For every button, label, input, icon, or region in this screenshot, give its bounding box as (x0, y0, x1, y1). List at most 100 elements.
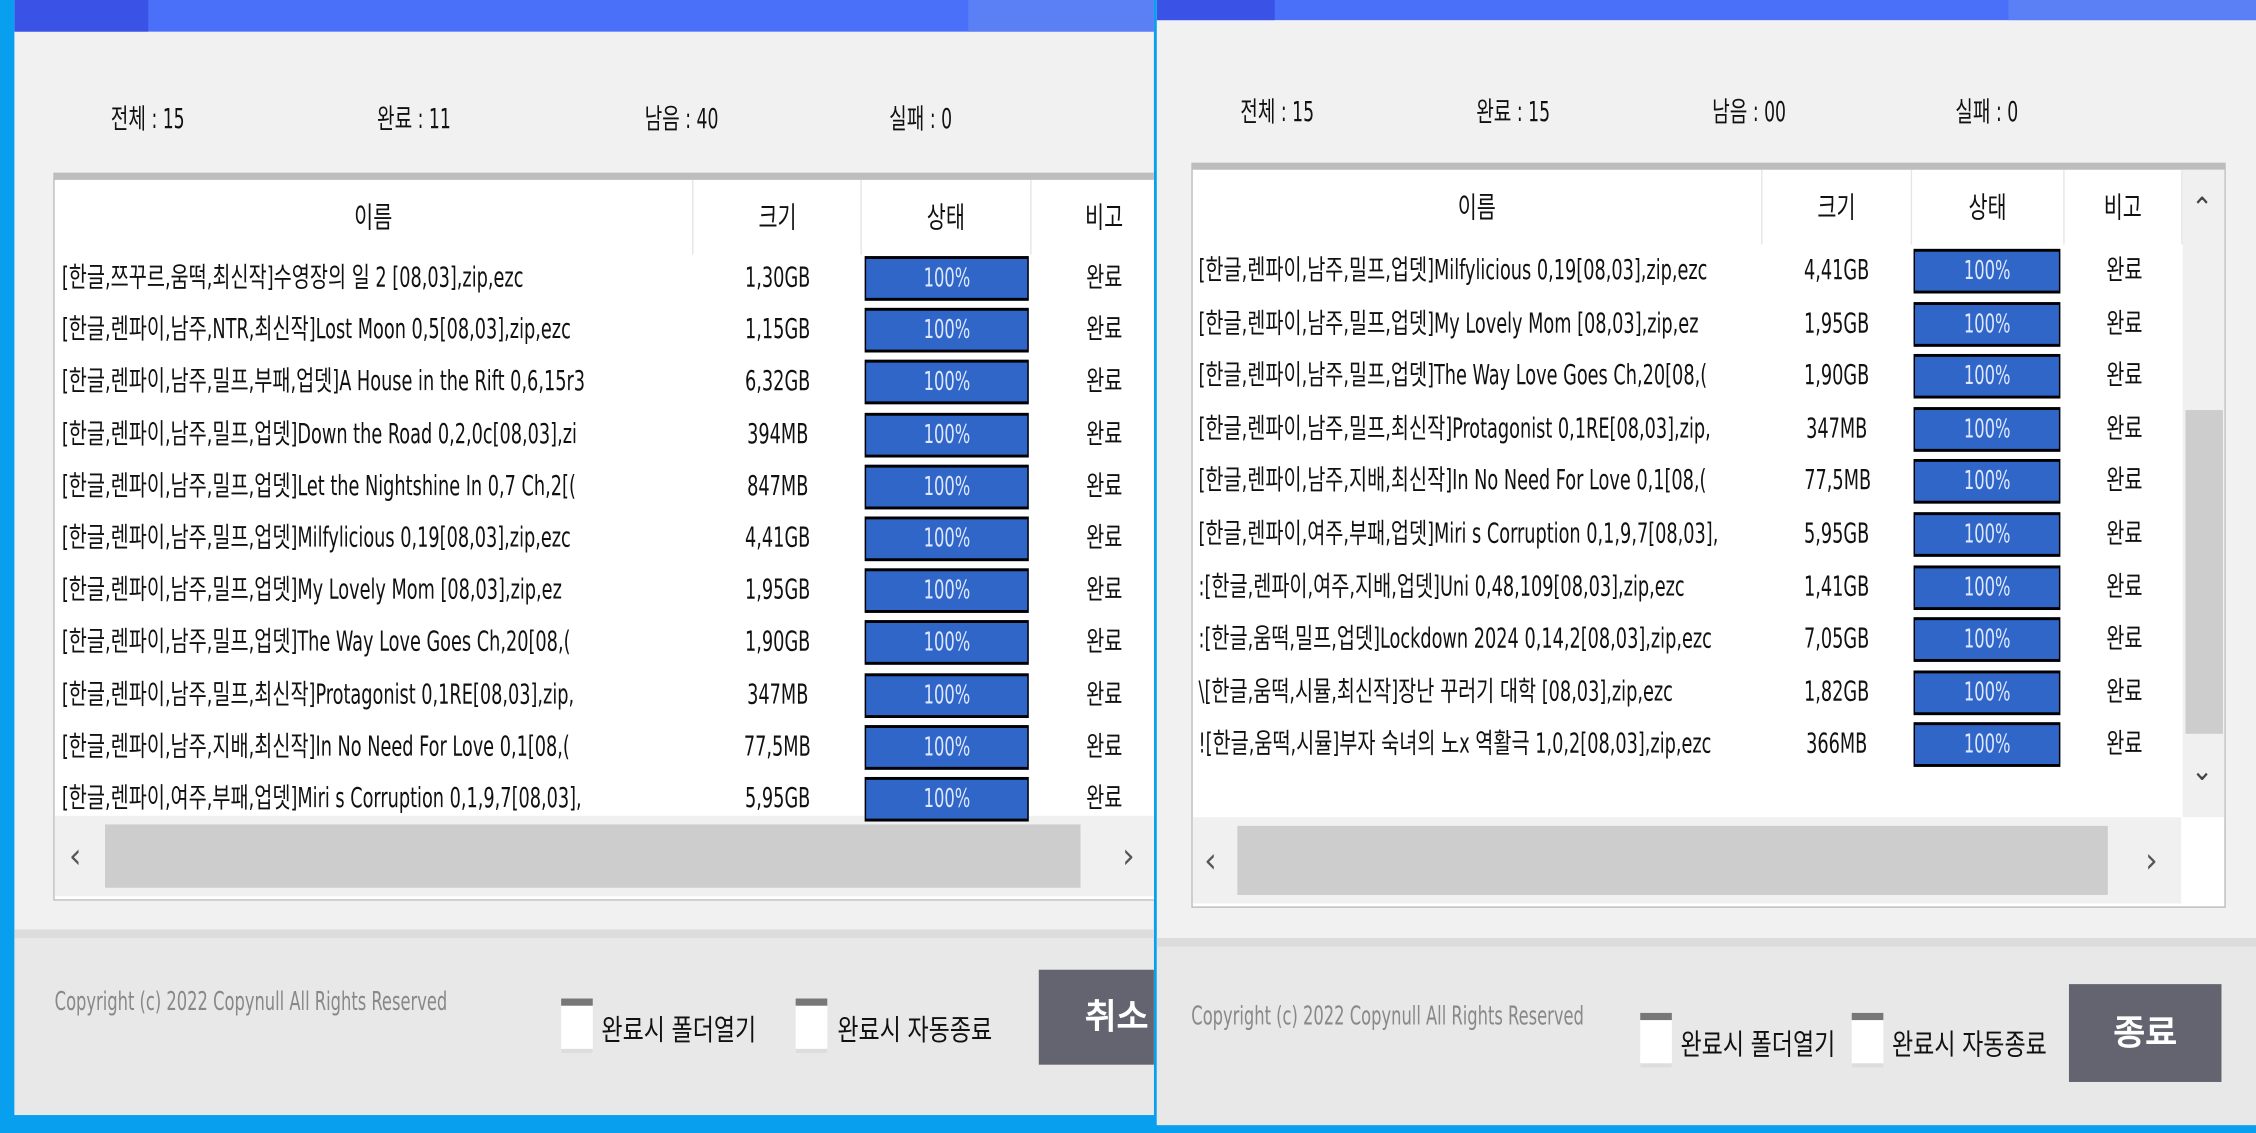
progress-bar: 100% (864, 360, 1029, 405)
file-size: 1,90GB (745, 626, 811, 659)
column-header-status[interactable]: 상태 (1912, 169, 2065, 245)
download-window-right: 전체 : 15 완료 : 15 남음 : 00 실패 : 0 이름 크기 상태 … (1156, 0, 2256, 1126)
table-row[interactable]: [한글,렌파이,남주,밀프,업뎃]Milfylicious 0,19[08,03… (1193, 248, 2225, 301)
table-row[interactable]: [한글,렌파이,남주,밀프,업뎃]Milfylicious 0,19[08,03… (55, 516, 1154, 569)
scroll-up-icon[interactable]: ⌃ (2191, 189, 2213, 225)
open-folder-label[interactable]: 완료시 폴더열기 (601, 1012, 757, 1048)
table-row[interactable]: [한글,렌파이,남주,밀프,업뎃]The Way Love Goes Ch,20… (55, 620, 1154, 673)
progress-bar: 100% (864, 464, 1029, 510)
stat-remaining: 남음 : 40 (644, 103, 719, 136)
scroll-left-icon[interactable]: ‹ (1204, 840, 1217, 881)
table-row[interactable]: [한글,렌파이,남주,지배,최신작]In No Need For Love 0,… (1193, 459, 2225, 512)
file-size: 847MB (747, 470, 809, 502)
table-row[interactable]: [한글,렌파이,남주,밀프,업뎃]Let the Nightshine In 0… (55, 464, 1154, 516)
horizontal-scrollbar[interactable]: ‹ › (1192, 817, 2182, 904)
copyright-text: Copyright (c) 2022 Copynull All Rights R… (54, 987, 448, 1018)
stat-failed: 실패 : 0 (889, 103, 953, 136)
scroll-right-icon[interactable]: › (2145, 840, 2158, 881)
file-size: 1,95GB (1804, 307, 1870, 339)
scrollbar-thumb[interactable] (1237, 825, 2108, 895)
column-header-note[interactable]: 비고 (1032, 180, 1154, 255)
file-size: 1,15GB (745, 313, 811, 346)
column-header-size[interactable]: 크기 (693, 179, 862, 255)
status-note: 완료 (1086, 730, 1123, 763)
table-row[interactable]: [한글,렌파이,남주,밀프,최신작]Protagonist 0,1RE[08,0… (1193, 406, 2225, 459)
table-row[interactable]: :[한글,움떡,밀프,업뎃]Lockdown 2024 0,14,2[08,03… (1193, 617, 2225, 670)
table-row[interactable]: [한글,렌파이,남주,NTR,최신작]Lost Moon 0,5[08,03],… (55, 308, 1154, 360)
file-name: [한글,렌파이,여주,부패,업뎃]Miri s Corruption 0,1,9… (1198, 517, 1719, 550)
file-size: 1,95GB (745, 574, 811, 606)
file-size: 5,95GB (745, 782, 811, 815)
auto-exit-label[interactable]: 완료시 자동종료 (1891, 1027, 2047, 1062)
progress-bar: 100% (864, 412, 1029, 457)
file-name: [한글,렌파이,남주,밀프,업뎃]The Way Love Goes Ch,20… (61, 626, 571, 659)
file-name: [한글,렌파이,남주,밀프,업뎃]The Way Love Goes Ch,20… (1198, 359, 1708, 392)
table-row[interactable]: [한글,렌파이,남주,밀프,최신작]Protagonist 0,1RE[08,0… (55, 672, 1154, 725)
file-name: [한글,렌파이,남주,밀프,업뎃]Down the Road 0,2,0c[08… (61, 418, 577, 450)
scroll-right-icon[interactable]: › (1122, 835, 1135, 877)
status-note: 완료 (2105, 465, 2142, 497)
table-row[interactable]: [한글,렌파이,남주,지배,최신작]In No Need For Love 0,… (55, 724, 1154, 777)
title-bar[interactable] (14, 0, 1154, 32)
progress-bar: 100% (1913, 354, 2061, 399)
stat-failed: 실패 : 0 (1955, 96, 2019, 129)
table-row[interactable]: [한글,렌파이,남주,밀프,업뎃]My Lovely Mom [08,03],z… (1193, 301, 2225, 354)
file-name: [한글,렌파이,남주,밀프,업뎃]Milfylicious 0,19[08,03… (61, 522, 571, 554)
progress-bar: 100% (1913, 564, 2061, 610)
stat-done: 완료 : 11 (376, 103, 451, 136)
progress-bar: 100% (1913, 512, 2061, 557)
status-note: 완료 (2105, 307, 2142, 339)
title-bar[interactable] (1156, 0, 2256, 21)
column-header-name[interactable]: 이름 (55, 179, 694, 255)
auto-exit-checkbox[interactable] (795, 998, 828, 1054)
file-size: 1,41GB (1804, 570, 1870, 603)
file-name: [한글,렌파이,남주,NTR,최신작]Lost Moon 0,5[08,03],… (61, 313, 571, 346)
cancel-button[interactable]: 취소 (1038, 969, 1154, 1065)
open-folder-label[interactable]: 완료시 폴더열기 (1680, 1027, 1836, 1062)
column-header-status[interactable]: 상태 (862, 179, 1032, 255)
scroll-down-icon[interactable]: ⌄ (2191, 752, 2213, 788)
file-table: 이름 크기 상태 비고 ‹ › [한글,쯔꾸르,움떡,최신작]수영장의 일 2 … (53, 172, 1154, 901)
table-row[interactable]: [한글,렌파이,남주,밀프,업뎃]My Lovely Mom [08,03],z… (55, 568, 1154, 621)
open-folder-checkbox[interactable] (1640, 1012, 1672, 1068)
progress-bar: 100% (864, 256, 1029, 301)
file-size: 6,32GB (745, 366, 811, 398)
auto-exit-checkbox[interactable] (1851, 1012, 1884, 1068)
scroll-left-icon[interactable]: ‹ (69, 835, 82, 877)
progress-bar: 100% (1913, 722, 2061, 768)
file-size: 77,5MB (1803, 465, 1871, 497)
stat-done: 완료 : 15 (1476, 96, 1551, 129)
table-row[interactable]: \[한글,움떡,시뮬,최신작]장난 꾸러기 대학 [08,03],zip,ezc… (1193, 670, 2225, 722)
column-header-name[interactable]: 이름 (1193, 169, 1763, 245)
horizontal-scrollbar[interactable]: ‹ › (54, 815, 1154, 897)
scrollbar-thumb[interactable] (105, 824, 1081, 888)
scrollbar-thumb[interactable] (2185, 410, 2223, 734)
status-note: 완료 (1086, 261, 1123, 294)
footer: Copyright (c) 2022 Copynull All Rights R… (1156, 938, 2256, 1126)
column-header-note[interactable]: 비고 (2065, 169, 2183, 245)
table-row[interactable]: [한글,렌파이,남주,밀프,업뎃]Down the Road 0,2,0c[08… (55, 412, 1154, 464)
vertical-scrollbar[interactable]: ⌃ ⌄ (2182, 169, 2225, 818)
file-name: [한글,렌파이,여주,부패,업뎃]Miri s Corruption 0,1,9… (61, 782, 582, 815)
progress-bar: 100% (1913, 617, 2061, 663)
table-row[interactable]: [한글,렌파이,남주,밀프,부패,업뎃]A House in the Rift … (55, 360, 1154, 412)
table-row[interactable]: :[한글,렌파이,여주,지배,업뎃]Uni 0,48,109[08,03],zi… (1193, 564, 2225, 617)
status-note: 완료 (1086, 418, 1123, 450)
file-name: :[한글,움떡,밀프,업뎃]Lockdown 2024 0,14,2[08,03… (1198, 623, 1712, 655)
progress-bar: 100% (864, 776, 1029, 822)
table-row[interactable]: [한글,렌파이,남주,밀프,업뎃]The Way Love Goes Ch,20… (1193, 354, 2225, 406)
auto-exit-label[interactable]: 완료시 자동종료 (837, 1012, 993, 1048)
status-note: 완료 (1086, 470, 1123, 502)
table-row[interactable]: [한글,렌파이,여주,부패,업뎃]Miri s Corruption 0,1,9… (55, 776, 1154, 829)
stat-remaining: 남음 : 00 (1712, 96, 1787, 129)
file-name: [한글,렌파이,남주,밀프,업뎃]My Lovely Mom [08,03],z… (1198, 307, 1699, 339)
table-row[interactable]: [한글,쯔꾸르,움떡,최신작]수영장의 일 2 [08,03],zip,ezc 1… (55, 256, 1154, 308)
file-size: 7,05GB (1804, 623, 1870, 655)
table-row[interactable]: [한글,렌파이,여주,부패,업뎃]Miri s Corruption 0,1,9… (1193, 512, 2225, 564)
file-size: 1,82GB (1804, 675, 1870, 708)
table-row[interactable]: ![한글,움떡,시뮬]부자 숙녀의 노x 역활극 1,0,2[08,03],zi… (1193, 722, 2225, 775)
status-note: 완료 (2105, 359, 2142, 392)
open-folder-checkbox[interactable] (561, 998, 593, 1054)
exit-button[interactable]: 종료 (2068, 984, 2222, 1082)
column-header-size[interactable]: 크기 (1763, 169, 1913, 245)
